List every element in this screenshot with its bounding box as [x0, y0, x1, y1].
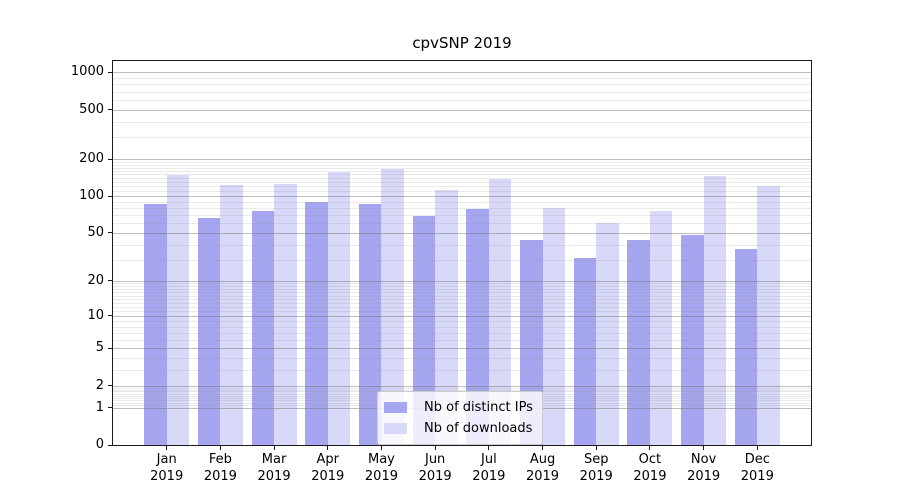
y-tick-mark-50	[108, 232, 112, 234]
x-tick-mark-jan-2019	[166, 446, 168, 450]
legend: Nb of distinct IPs Nb of downloads	[377, 391, 543, 445]
legend-item-downloads: Nb of downloads	[384, 418, 533, 439]
x-tick-mark-apr-2019	[327, 446, 329, 450]
y-tick-mark-100	[108, 195, 112, 197]
y-tick-mark-0	[108, 444, 112, 446]
y-tick-label-0: 0	[95, 437, 104, 452]
bar-nb-of-downloads-jan-2019	[166, 175, 190, 445]
x-tick-mark-mar-2019	[273, 446, 275, 450]
bar-nb-of-distinct-ips-jul-2019	[466, 209, 489, 445]
y-tick-mark-20	[108, 280, 112, 282]
x-tick-label-jan-2019: Jan 2019	[150, 452, 184, 484]
x-tick-mark-dec-2019	[756, 446, 758, 450]
legend-item-distinct-ips: Nb of distinct IPs	[384, 397, 533, 418]
legend-label-downloads: Nb of downloads	[424, 421, 533, 436]
bar-nb-of-distinct-ips-feb-2019	[197, 218, 221, 445]
bar-nb-of-distinct-ips-oct-2019	[627, 239, 650, 445]
y-tick-label-2: 2	[95, 377, 104, 393]
x-tick-label-mar-2019: Mar 2019	[257, 452, 291, 484]
bar-nb-of-downloads-feb-2019	[220, 185, 243, 445]
bar-nb-of-downloads-oct-2019	[649, 211, 673, 445]
x-tick-mark-sep-2019	[595, 446, 597, 450]
y-tick-mark-1	[108, 407, 112, 409]
x-tick-mark-oct-2019	[649, 446, 651, 450]
legend-swatch-downloads	[384, 423, 407, 434]
x-tick-label-jun-2019: Jun 2019	[418, 452, 452, 484]
x-tick-label-feb-2019: Feb 2019	[203, 452, 237, 484]
bar-nb-of-downloads-jul-2019	[488, 178, 512, 445]
legend-label-distinct-ips: Nb of distinct IPs	[424, 400, 533, 415]
y-tick-label-1000: 1000	[70, 64, 104, 80]
bar-nb-of-distinct-ips-dec-2019	[734, 248, 758, 445]
bar-nb-of-downloads-mar-2019	[274, 184, 297, 445]
bar-nb-of-distinct-ips-nov-2019	[681, 235, 704, 445]
x-tick-mark-jul-2019	[488, 446, 490, 450]
bar-nb-of-distinct-ips-mar-2019	[251, 210, 275, 445]
y-tick-mark-2	[108, 385, 112, 387]
x-tick-label-oct-2019: Oct 2019	[633, 452, 667, 484]
y-tick-label-100: 100	[79, 188, 104, 204]
y-tick-mark-1000	[108, 71, 112, 73]
bar-nb-of-distinct-ips-apr-2019	[305, 201, 328, 445]
y-tick-label-1: 1	[95, 399, 104, 415]
y-tick-mark-500	[108, 109, 112, 111]
bars-layer	[113, 61, 811, 445]
y-tick-label-5: 5	[95, 340, 104, 356]
x-tick-label-nov-2019: Nov 2019	[687, 452, 721, 484]
chart-title: cpvSNP 2019	[412, 34, 512, 52]
x-tick-label-jul-2019: Jul 2019	[472, 452, 506, 484]
x-tick-mark-jun-2019	[434, 446, 436, 450]
x-tick-label-sep-2019: Sep 2019	[579, 452, 613, 484]
y-tick-mark-200	[108, 158, 112, 160]
x-tick-mark-feb-2019	[219, 446, 221, 450]
bar-nb-of-downloads-aug-2019	[542, 208, 566, 445]
bar-nb-of-downloads-jun-2019	[435, 189, 458, 445]
bar-nb-of-downloads-may-2019	[381, 169, 404, 445]
bar-nb-of-distinct-ips-jan-2019	[144, 203, 167, 445]
bar-nb-of-distinct-ips-sep-2019	[573, 258, 597, 445]
x-tick-mark-may-2019	[381, 446, 382, 450]
y-tick-label-200: 200	[79, 151, 104, 166]
plot-area: Nb of distinct IPs Nb of downloads	[112, 60, 812, 446]
y-tick-label-500: 500	[79, 101, 104, 117]
bar-nb-of-downloads-apr-2019	[327, 171, 351, 445]
y-tick-mark-10	[108, 315, 112, 317]
x-tick-label-may-2019: May 2019	[364, 452, 398, 484]
x-tick-mark-aug-2019	[542, 446, 543, 450]
bar-nb-of-downloads-nov-2019	[703, 175, 727, 445]
y-tick-label-10: 10	[87, 307, 104, 323]
bar-nb-of-distinct-ips-may-2019	[358, 203, 382, 445]
bar-nb-of-distinct-ips-jun-2019	[412, 215, 436, 445]
y-tick-label-20: 20	[87, 272, 104, 288]
y-tick-label-50: 50	[87, 224, 104, 240]
x-tick-label-apr-2019: Apr 2019	[311, 452, 345, 484]
y-tick-mark-5	[108, 347, 112, 349]
x-tick-label-dec-2019: Dec 2019	[740, 452, 774, 484]
bar-nb-of-downloads-dec-2019	[757, 185, 780, 445]
x-tick-label-aug-2019: Aug 2019	[525, 452, 560, 484]
x-tick-mark-nov-2019	[703, 446, 705, 450]
bar-nb-of-downloads-sep-2019	[596, 223, 619, 445]
legend-swatch-distinct-ips	[384, 402, 407, 413]
